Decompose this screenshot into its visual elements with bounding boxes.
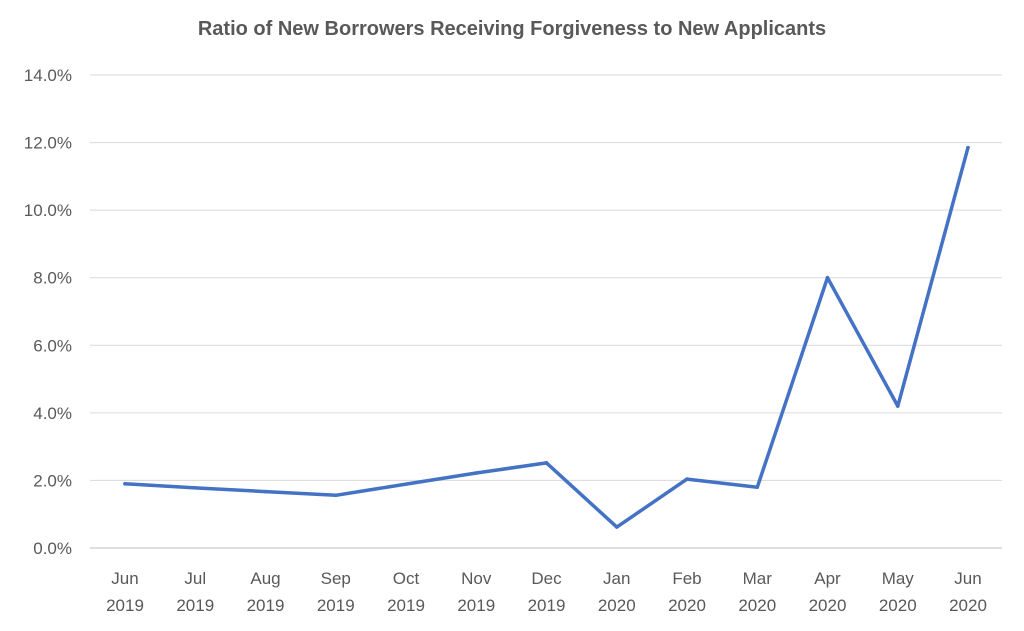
- x-tick-label-year: 2019: [317, 596, 355, 615]
- data-point: [755, 485, 760, 489]
- x-tick-label-year: 2019: [106, 596, 144, 615]
- y-tick-label: 2.0%: [33, 471, 72, 490]
- y-tick-label: 10.0%: [24, 201, 72, 220]
- gridlines: [90, 74, 1002, 549]
- x-tick-label-year: 2020: [738, 596, 776, 615]
- x-tick-label-year: 2019: [176, 596, 214, 615]
- x-tick-label-year: 2020: [668, 596, 706, 615]
- x-tick-label-month: Dec: [531, 569, 562, 588]
- x-axis-ticks: Jun 2019 Jul 2019 Aug 2019 Sep 2019 Oct 2019 Nov 20…: [106, 569, 987, 615]
- x-tick-label-year: 2019: [247, 596, 285, 615]
- x-tick-label-year: 2019: [457, 596, 495, 615]
- x-tick-label-month: Apr: [814, 569, 841, 588]
- data-point: [685, 477, 689, 481]
- x-tick-label-year: 2020: [809, 596, 847, 615]
- data-point: [263, 489, 268, 494]
- data-point: [404, 482, 408, 486]
- data-point: [614, 525, 619, 529]
- data-point: [474, 471, 479, 475]
- x-tick-label-month: Jan: [603, 569, 630, 588]
- y-tick-label: 8.0%: [33, 269, 72, 288]
- data-point: [544, 461, 549, 465]
- x-tick-label-month: Sep: [321, 569, 351, 588]
- x-tick-label-month: Mar: [743, 569, 773, 588]
- y-tick-label: 6.0%: [33, 336, 72, 355]
- x-tick-label-month: Jun: [111, 569, 138, 588]
- data-point: [895, 404, 900, 408]
- x-tick-label-month: Jun: [954, 569, 981, 588]
- data-point: [123, 482, 127, 486]
- data-point: [825, 275, 830, 280]
- y-tick-label: 12.0%: [24, 134, 72, 153]
- x-tick-label-year: 2020: [949, 596, 987, 615]
- x-tick-label-year: 2019: [528, 596, 566, 615]
- y-tick-label: 0.0%: [33, 539, 72, 558]
- x-tick-label-year: 2019: [387, 596, 425, 615]
- x-tick-label-year: 2020: [598, 596, 636, 615]
- x-tick-label-month: Feb: [672, 569, 701, 588]
- data-point: [333, 493, 338, 498]
- data-point: [966, 145, 970, 150]
- y-tick-label: 4.0%: [33, 404, 72, 423]
- y-axis-ticks: 0.0% 2.0% 4.0% 6.0% 8.0% 10.0% 12.0% 14.0%: [24, 66, 72, 558]
- x-tick-label-month: Nov: [461, 569, 492, 588]
- series-line: [123, 145, 970, 529]
- x-tick-label-month: Aug: [250, 569, 280, 588]
- x-tick-label-month: May: [882, 569, 915, 588]
- series-layer: [123, 145, 970, 529]
- y-tick-label: 14.0%: [24, 66, 72, 85]
- x-tick-label-month: Jul: [184, 569, 206, 588]
- x-tick-label-month: Oct: [393, 569, 420, 588]
- x-tick-label-year: 2020: [879, 596, 917, 615]
- chart-title: Ratio of New Borrowers Receiving Forgive…: [197, 18, 827, 40]
- data-point: [193, 486, 198, 490]
